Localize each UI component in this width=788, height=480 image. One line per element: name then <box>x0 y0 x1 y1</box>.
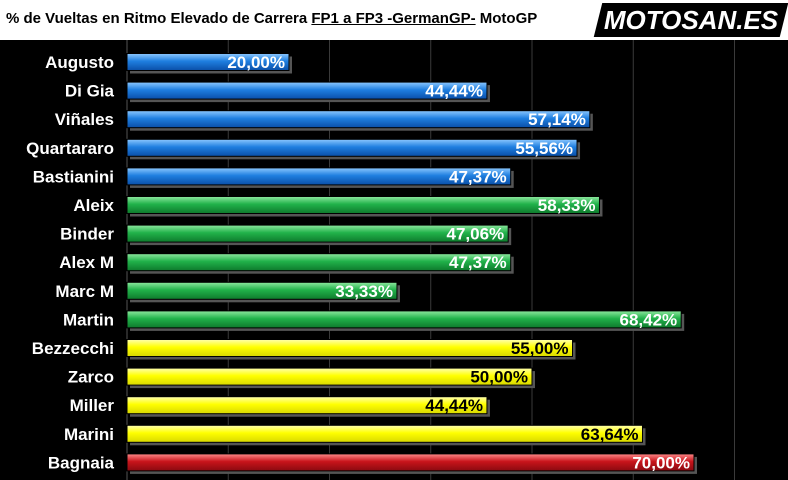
data-label: 57,14% <box>528 110 586 129</box>
category-label: Augusto <box>45 53 114 72</box>
data-label: 58,33% <box>538 196 596 215</box>
bar <box>126 310 682 329</box>
bar <box>126 138 578 157</box>
title-prefix: % de Vueltas en Ritmo Elevado de Carrera <box>6 10 312 27</box>
bar-chart: Augusto Di Gia Viñales Quartararo Bastianini… <box>26 40 735 480</box>
data-label: 47,37% <box>449 167 507 186</box>
bar <box>126 281 398 300</box>
data-label: 33,33% <box>335 282 393 301</box>
category-label: Binder <box>60 225 114 244</box>
category-label: Marc M <box>55 282 114 301</box>
category-label: Miller <box>70 396 115 415</box>
data-label: 70,00% <box>632 453 690 472</box>
bar <box>126 396 488 415</box>
bar <box>126 253 512 272</box>
data-label: 20,00% <box>227 53 285 72</box>
category-label: Marini <box>64 425 114 444</box>
category-label: Bezzecchi <box>32 339 114 358</box>
data-label: 68,42% <box>620 310 678 329</box>
category-label: Bastianini <box>33 167 114 186</box>
data-label: 47,06% <box>447 225 505 244</box>
category-label: Viñales <box>55 110 114 129</box>
title-underlined: FP1 a FP3 -GermanGP- <box>311 10 476 27</box>
bar <box>126 110 591 129</box>
bar <box>126 453 695 472</box>
category-label: Aleix <box>73 196 114 215</box>
category-label: Zarco <box>68 368 114 387</box>
value-labels: 20,00% 44,44% 57,14% 55,56% 47,37% 58,33% 47,0… <box>227 53 690 472</box>
bar <box>126 53 290 71</box>
category-label: Di Gia <box>65 82 115 101</box>
chart-title: % de Vueltas en Ritmo Elevado de Carrera… <box>6 10 537 27</box>
bar <box>126 367 533 386</box>
data-label: 55,00% <box>511 339 569 358</box>
data-label: 47,37% <box>449 253 507 272</box>
category-label: Bagnaia <box>48 453 115 472</box>
category-label: Martin <box>63 310 114 329</box>
bar <box>126 224 509 243</box>
data-label: 63,64% <box>581 425 639 444</box>
logo-text: MOTOSAN.ES <box>603 5 779 35</box>
bar <box>126 167 512 186</box>
data-label: 44,44% <box>425 396 483 415</box>
bar <box>126 339 573 357</box>
bar <box>126 424 643 443</box>
data-label: 55,56% <box>515 139 573 158</box>
chart-header: % de Vueltas en Ritmo Elevado de Carrera… <box>0 0 788 40</box>
data-label: 50,00% <box>470 368 528 387</box>
motosan-logo: MOTOSAN.ES <box>593 3 788 37</box>
category-label: Alex M <box>59 253 114 272</box>
data-label: 44,44% <box>425 82 483 101</box>
category-label: Quartararo <box>26 139 114 158</box>
category-labels: Augusto Di Gia Viñales Quartararo Bastianini… <box>26 53 114 472</box>
bars <box>126 53 697 474</box>
bar <box>126 196 600 214</box>
title-suffix: MotoGP <box>475 10 538 27</box>
bar <box>126 81 488 100</box>
